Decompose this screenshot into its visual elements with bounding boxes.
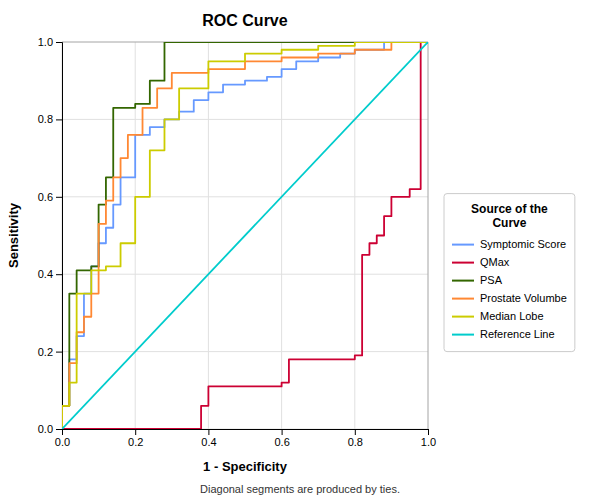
y-tick: 0.4 xyxy=(38,268,62,280)
y-tick-mark xyxy=(56,197,62,198)
plot-frame xyxy=(428,42,429,429)
legend-swatch xyxy=(452,280,474,282)
x-tick: 0.0 xyxy=(55,429,70,448)
x-axis-line xyxy=(63,430,429,436)
grid-line-x xyxy=(354,42,355,429)
legend-swatch xyxy=(452,316,474,318)
legend-item: Reference Line xyxy=(452,328,555,340)
legend-item: Prostate Volumbe xyxy=(452,292,567,304)
y-tick-label: 0.2 xyxy=(38,346,53,358)
legend-swatch xyxy=(452,244,474,246)
series-line xyxy=(62,42,428,429)
legend-label: PSA xyxy=(480,274,503,286)
y-tick-label: 0.0 xyxy=(38,423,53,435)
x-tick-label: 0.6 xyxy=(274,436,289,448)
series-line xyxy=(62,42,428,429)
legend-label: Median Lobe xyxy=(480,310,544,322)
legend-item: PSA xyxy=(452,274,503,286)
y-tick: 0.8 xyxy=(38,113,62,125)
legend-box xyxy=(444,194,575,352)
x-tick-label: 0.8 xyxy=(348,436,363,448)
y-axis: 0.0 0.2 0.4 0.6 0.8 1.0 xyxy=(38,36,63,435)
x-tick: 0.6 xyxy=(274,429,289,448)
x-tick-label: 0.2 xyxy=(128,436,143,448)
legend-swatch xyxy=(452,298,474,300)
x-tick: 0.2 xyxy=(128,429,143,448)
x-tick: 1.0 xyxy=(421,429,436,448)
x-tick-mark xyxy=(135,429,136,435)
chart-container: 0.0 0.2 0.4 0.6 0.8 1.0 0.0 0.2 0.4 0.6 0.8 1.0 ROC … xyxy=(0,0,600,503)
series-line xyxy=(62,42,428,429)
y-tick-mark xyxy=(56,352,62,353)
y-tick-mark xyxy=(56,274,62,275)
grid-line-x xyxy=(428,42,429,429)
y-tick-mark xyxy=(56,42,62,43)
series-line xyxy=(62,42,428,429)
x-tick-mark xyxy=(282,429,283,435)
chart: 0.0 0.2 0.4 0.6 0.8 1.0 0.0 0.2 0.4 0.6 0.8 1.0 ROC … xyxy=(0,0,600,503)
legend-swatch xyxy=(452,262,474,264)
grid-line-y xyxy=(62,274,428,275)
legend-item: Median Lobe xyxy=(452,310,544,322)
legend-label: Symptomic Score xyxy=(480,238,566,250)
x-tick-label: 1.0 xyxy=(421,436,436,448)
x-tick-mark xyxy=(208,429,209,435)
x-tick-label: 0.0 xyxy=(55,436,70,448)
y-tick: 0.6 xyxy=(38,191,62,203)
title: ROC Curve xyxy=(202,12,287,29)
x-tick-mark xyxy=(428,429,429,435)
grid-line-y xyxy=(62,196,428,197)
plot: 0.0 0.2 0.4 0.6 0.8 1.0 0.0 0.2 0.4 0.6 0.8 1.0 xyxy=(38,36,436,448)
legend-label: QMax xyxy=(480,256,510,268)
x-axis: 0.0 0.2 0.4 0.6 0.8 1.0 xyxy=(55,429,436,448)
series-line xyxy=(62,42,428,429)
x-tick: 0.8 xyxy=(348,429,363,448)
grid-line-x xyxy=(281,42,282,429)
legend-item: Symptomic Score xyxy=(452,238,566,250)
legend-swatch xyxy=(452,334,474,336)
x-tick-label: 0.4 xyxy=(201,436,216,448)
grid xyxy=(62,42,428,429)
y-axis-title: Sensitivity xyxy=(6,202,21,268)
series-line xyxy=(62,42,428,429)
y-axis-line xyxy=(56,43,63,430)
y-tick: 0.2 xyxy=(38,346,62,358)
footnote: Diagonal segments are produced by ties. xyxy=(200,483,400,495)
legend-label: Prostate Volumbe xyxy=(480,292,567,304)
legend: Source of theCurve Symptomic Score QMax PSA… xyxy=(444,194,575,352)
lines xyxy=(62,42,428,429)
y-tick-label: 1.0 xyxy=(38,36,53,48)
y-tick-mark xyxy=(56,119,62,120)
grid-line-y xyxy=(62,351,428,352)
legend-item: QMax xyxy=(452,256,510,268)
y-tick-label: 0.4 xyxy=(38,268,53,280)
y-tick-label: 0.8 xyxy=(38,113,53,125)
y-tick-mark xyxy=(56,429,62,430)
legend-label: Reference Line xyxy=(480,328,555,340)
y-tick-label: 0.6 xyxy=(38,191,53,203)
y-tick: 0.0 xyxy=(38,423,62,435)
x-tick: 0.4 xyxy=(201,429,216,448)
legend-title: Source of theCurve xyxy=(471,202,548,230)
y-tick: 1.0 xyxy=(38,36,62,48)
grid-line-y xyxy=(62,119,428,120)
x-tick-mark xyxy=(355,429,356,435)
x-axis-title: 1 - Specificity xyxy=(203,459,288,474)
